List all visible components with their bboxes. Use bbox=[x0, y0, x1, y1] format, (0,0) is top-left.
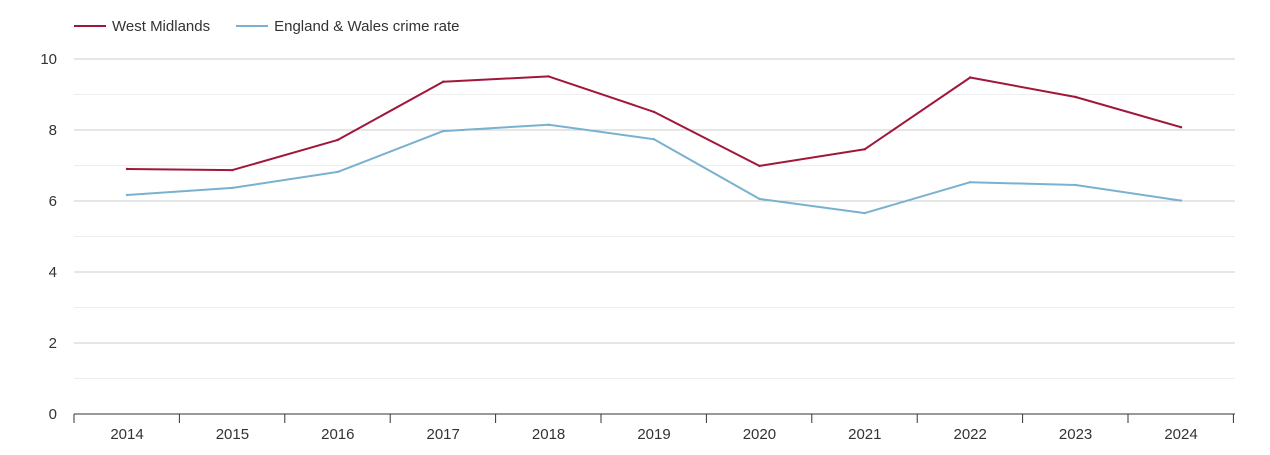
data-point bbox=[863, 148, 866, 151]
legend-label-west-midlands: West Midlands bbox=[112, 17, 211, 35]
x-tick-label: 2024 bbox=[1164, 426, 1197, 443]
y-tick-label: 6 bbox=[49, 193, 57, 210]
legend-label-england-wales: England & Wales crime rate bbox=[274, 17, 460, 35]
x-tick-label: 2017 bbox=[427, 426, 460, 443]
x-tick-label: 2020 bbox=[743, 426, 776, 443]
x-tick-label: 2023 bbox=[1059, 426, 1092, 443]
legend-swatch-england-wales bbox=[236, 25, 269, 27]
data-point bbox=[336, 170, 339, 174]
y-tick-label: 2 bbox=[49, 335, 57, 352]
x-tick-label: 2021 bbox=[848, 426, 881, 443]
x-tick-label: 2019 bbox=[637, 426, 670, 443]
data-point bbox=[1074, 95, 1077, 99]
x-tick-label: 2018 bbox=[532, 426, 565, 443]
data-point bbox=[442, 80, 445, 83]
data-point bbox=[125, 193, 129, 197]
data-point bbox=[547, 75, 550, 78]
x-tick-label: 2014 bbox=[110, 426, 143, 443]
data-point bbox=[231, 168, 234, 172]
series-line-england-wales bbox=[126, 123, 1182, 215]
x-tick-label: 2015 bbox=[216, 426, 249, 443]
data-point bbox=[863, 211, 866, 215]
y-tick-label: 4 bbox=[49, 264, 57, 281]
y-tick-label: 10 bbox=[40, 51, 57, 68]
x-tick-label: 2022 bbox=[954, 426, 987, 443]
legend-swatch-west-midlands bbox=[74, 25, 106, 27]
legend: West Midlands England & Wales crime rate bbox=[74, 16, 485, 36]
x-tick-label: 2016 bbox=[321, 426, 354, 443]
legend-item-west-midlands[interactable]: West Midlands bbox=[74, 18, 210, 35]
data-point bbox=[969, 181, 972, 184]
data-point bbox=[547, 123, 550, 126]
data-point bbox=[442, 129, 445, 133]
data-point bbox=[336, 138, 339, 142]
data-point bbox=[231, 186, 234, 190]
legend-item-england-wales[interactable]: England & Wales crime rate bbox=[236, 18, 459, 35]
y-tick-label: 8 bbox=[49, 122, 57, 139]
data-point bbox=[125, 167, 129, 171]
data-point bbox=[969, 76, 972, 79]
data-point bbox=[652, 110, 656, 114]
series-line-west-midlands bbox=[126, 75, 1182, 172]
data-point bbox=[758, 164, 761, 168]
data-point bbox=[1074, 183, 1077, 187]
data-point bbox=[758, 197, 761, 201]
data-point bbox=[1179, 199, 1183, 202]
data-point bbox=[1179, 126, 1183, 129]
y-tick-label: 0 bbox=[49, 406, 57, 423]
data-point bbox=[652, 138, 656, 141]
